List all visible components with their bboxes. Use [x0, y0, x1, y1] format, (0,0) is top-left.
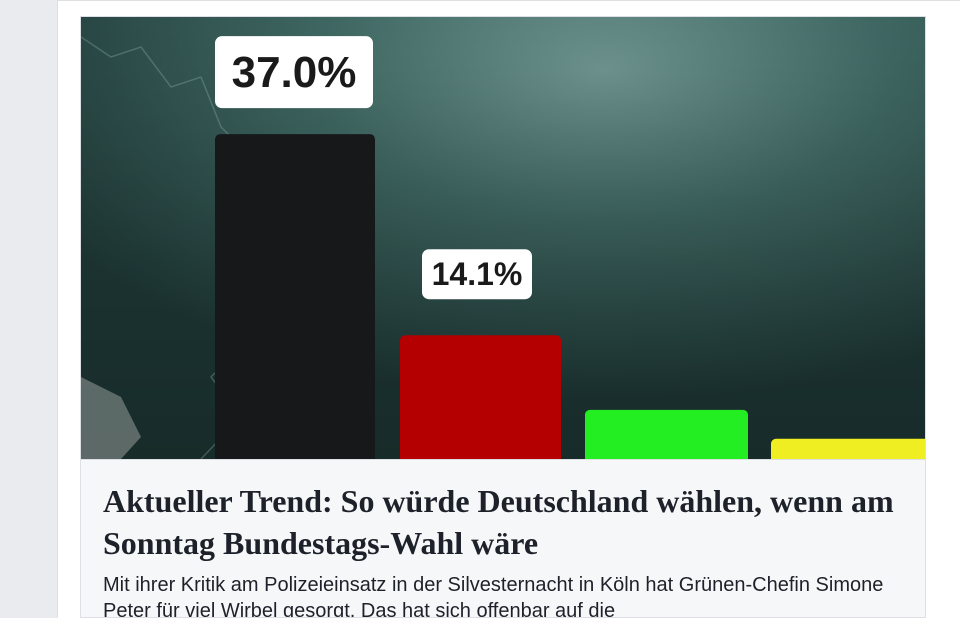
svg-text:37.0%: 37.0%	[232, 48, 357, 97]
left-gutter	[0, 0, 34, 618]
labels-layer: 37.0% 14.1%	[215, 36, 532, 300]
bar-1	[215, 134, 375, 459]
bars-layer	[215, 134, 925, 459]
poll-bar-chart: 37.0% 14.1%	[81, 17, 925, 459]
article-description: Mit ihrer Kritik am Polizeieinsatz in de…	[103, 574, 884, 618]
map-region-dark	[81, 377, 141, 459]
link-preview-card[interactable]: 37.0% 14.1% Aktueller Trend: So würde Deu…	[80, 16, 926, 618]
bar-3	[585, 409, 748, 459]
data-label-1: 37.0%	[215, 36, 373, 109]
bar-2	[400, 335, 561, 459]
preview-image[interactable]: 37.0% 14.1%	[81, 17, 925, 459]
preview-text-area[interactable]: Aktueller Trend: So würde Deutschland wä…	[81, 459, 925, 618]
svg-text:14.1%: 14.1%	[432, 256, 523, 292]
article-headline[interactable]: Aktueller Trend: So würde Deutschland wä…	[103, 483, 894, 561]
bar-4	[771, 438, 925, 459]
data-label-2: 14.1%	[422, 249, 532, 300]
